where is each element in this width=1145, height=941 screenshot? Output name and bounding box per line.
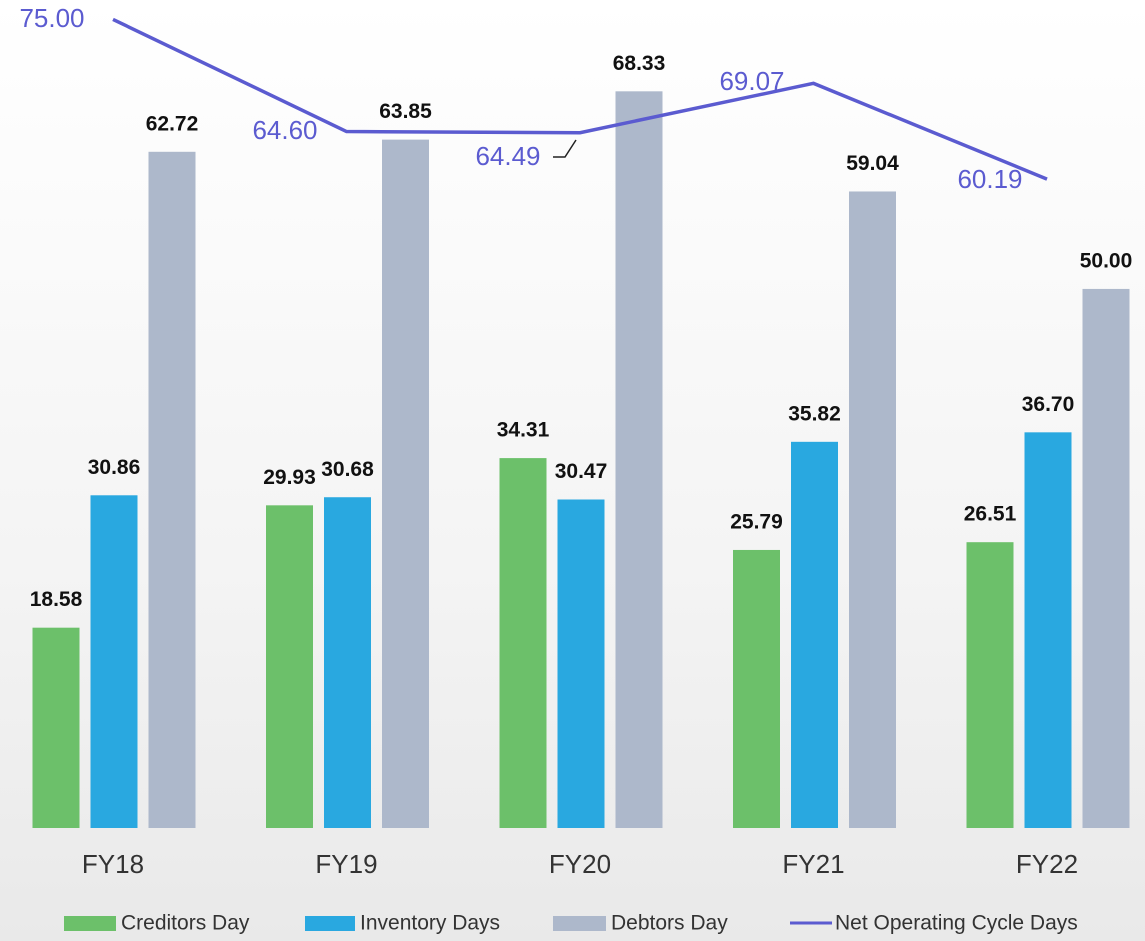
bar-value-label: 62.72	[146, 112, 199, 135]
line-value-label: 64.60	[252, 115, 317, 145]
legend-label: Inventory Days	[360, 912, 500, 935]
legend-label: Debtors Day	[611, 912, 728, 935]
bar	[733, 549, 780, 828]
bar	[615, 91, 663, 828]
bar-value-label: 25.79	[730, 510, 783, 533]
bar	[557, 499, 605, 828]
bar-value-label: 68.33	[613, 52, 666, 75]
x-tick-label: FY21	[782, 849, 844, 879]
bar	[382, 139, 429, 828]
line-value-label: 69.07	[719, 66, 784, 96]
bar	[90, 495, 138, 828]
x-tick-label: FY18	[82, 849, 144, 879]
bar-value-label: 35.82	[788, 402, 841, 425]
bar	[1024, 432, 1072, 828]
x-tick-label: FY22	[1016, 849, 1078, 879]
legend-label: Net Operating Cycle Days	[835, 912, 1078, 935]
bar-value-label: 18.58	[30, 588, 83, 611]
bar-value-label: 59.04	[846, 152, 899, 175]
bar-value-label: 50.00	[1080, 249, 1133, 272]
bar-value-label: 36.70	[1022, 393, 1075, 416]
line-value-label: 75.00	[19, 3, 84, 33]
bar-value-label: 34.31	[497, 419, 550, 442]
bar	[32, 627, 80, 828]
legend-swatch	[553, 916, 606, 931]
bar	[849, 191, 896, 829]
bar	[324, 497, 371, 828]
line-value-label: 64.49	[475, 141, 540, 171]
legend-swatch	[305, 916, 355, 931]
bar	[791, 441, 838, 828]
bar-value-label: 30.68	[321, 458, 374, 481]
x-tick-label: FY19	[315, 849, 377, 879]
bar	[499, 458, 547, 828]
bar	[148, 151, 196, 829]
bar-value-label: 29.93	[263, 466, 316, 489]
bar-value-label: 63.85	[379, 100, 432, 123]
bar	[1082, 288, 1130, 828]
bar	[266, 505, 313, 828]
x-tick-label: FY20	[549, 849, 611, 879]
bar	[966, 542, 1014, 828]
line	[112, 17, 1048, 181]
legend-label: Creditors Day	[121, 912, 250, 935]
bar-value-label: 30.86	[88, 456, 141, 479]
bar-value-label: 30.47	[555, 460, 608, 483]
line-value-label: 60.19	[957, 164, 1022, 194]
leader-line	[553, 139, 577, 158]
bar-value-label: 26.51	[964, 503, 1017, 526]
legend-swatch	[64, 916, 116, 931]
